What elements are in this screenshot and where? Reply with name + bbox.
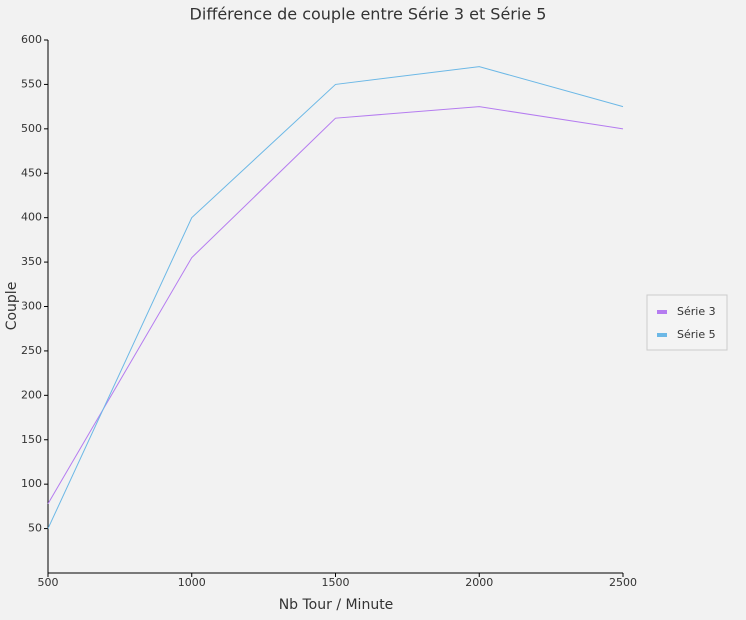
x-tick-label: 500 — [38, 576, 59, 589]
y-tick-label: 50 — [28, 522, 42, 535]
chart-title: Différence de couple entre Série 3 et Sé… — [190, 5, 547, 24]
y-tick-label: 300 — [21, 300, 42, 313]
legend-swatch — [657, 333, 667, 337]
legend-label: Série 5 — [677, 328, 716, 341]
legend-swatch — [657, 310, 667, 314]
x-tick-label: 2000 — [465, 576, 493, 589]
y-tick-label: 400 — [21, 211, 42, 224]
y-tick-label: 200 — [21, 388, 42, 401]
series-line — [47, 106, 624, 504]
x-axis-label: Nb Tour / Minute — [279, 597, 394, 613]
y-tick-label: 150 — [21, 433, 42, 446]
y-tick-label: 500 — [21, 122, 42, 135]
x-tick-label: 1000 — [178, 576, 206, 589]
legend — [646, 294, 728, 351]
y-tick-label: 550 — [21, 77, 42, 90]
y-axis-label: Couple — [4, 282, 20, 331]
x-tick-label: 1500 — [322, 576, 350, 589]
x-tick-label: 2500 — [609, 576, 637, 589]
y-tick-label: 600 — [21, 33, 42, 46]
legend-label: Série 3 — [677, 305, 716, 318]
y-tick-label: 250 — [21, 344, 42, 357]
y-tick-label: 350 — [21, 255, 42, 268]
series-line — [47, 66, 624, 529]
y-tick-label: 100 — [21, 477, 42, 490]
y-tick-label: 450 — [21, 166, 42, 179]
